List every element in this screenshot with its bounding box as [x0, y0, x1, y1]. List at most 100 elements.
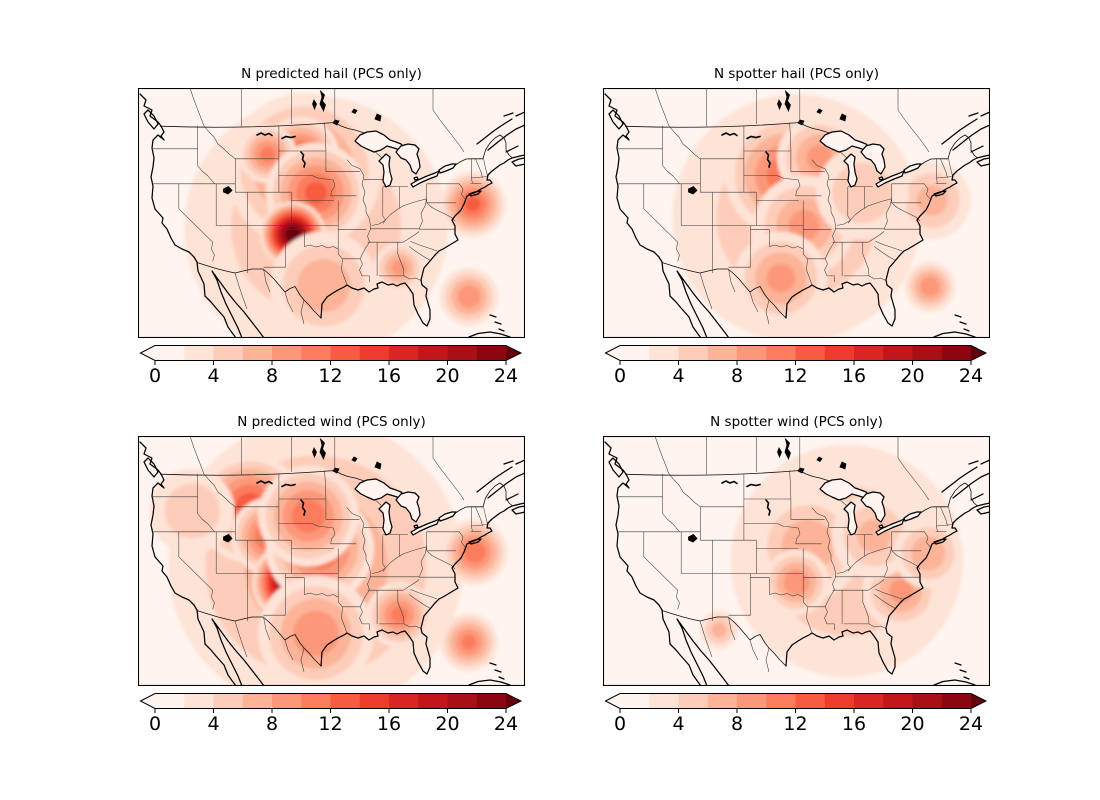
colorbar-band: [620, 693, 650, 709]
colorbar-tick-label: 4: [672, 713, 684, 735]
heat-blobs: [672, 94, 971, 338]
heat-blobs: [149, 436, 508, 686]
colorbar-tick-label: 0: [149, 365, 161, 387]
colorbar-band: [272, 345, 302, 361]
panel-title-predicted-wind: N predicted wind (PCS only): [237, 414, 426, 430]
colorbar-band: [795, 693, 826, 709]
colorbar-band: [359, 693, 390, 709]
panel-title-spotter-wind: N spotter wind (PCS only): [710, 414, 883, 430]
colorbar-under-arrow: [140, 345, 155, 361]
colorbar-tick-label: 24: [494, 365, 518, 387]
map-predicted-wind: [138, 436, 525, 686]
colorbar-band: [330, 345, 361, 361]
colorbar-tick-label: 20: [900, 713, 924, 735]
colorbar-band: [854, 345, 884, 361]
colorbar-tick-label: 4: [207, 365, 219, 387]
colorbar-tick-label: 8: [266, 365, 278, 387]
colorbar-tick-label: 20: [435, 713, 459, 735]
colorbar-band: [737, 693, 767, 709]
colorbar-tick-label: 0: [614, 713, 626, 735]
colorbar-tick-label: 12: [783, 713, 807, 735]
colorbar-band: [941, 345, 972, 361]
colorbar-band: [447, 345, 478, 361]
colorbar-band: [330, 693, 361, 709]
colorbar-tick-label: 24: [959, 365, 983, 387]
colorbar-over-arrow: [971, 693, 986, 709]
colorbar-band: [795, 345, 826, 361]
colorbar-under-arrow: [140, 693, 155, 709]
colorbar-band: [737, 345, 767, 361]
colorbar-band: [678, 345, 709, 361]
colorbar-tick-label: 8: [266, 713, 278, 735]
colorbar-band: [476, 345, 507, 361]
colorbar-band: [883, 345, 913, 361]
colorbar-band: [824, 345, 855, 361]
colorbar-band: [301, 345, 331, 361]
colorbar-tick-label: 20: [435, 365, 459, 387]
colorbar-band: [242, 345, 273, 361]
colorbar-band: [389, 345, 419, 361]
colorbar-band: [213, 345, 244, 361]
panel-title-spotter-hail: N spotter hail (PCS only): [713, 66, 880, 82]
colorbar-band: [213, 693, 244, 709]
colorbar-predicted-wind: 0 4 8 12 16 20 24: [139, 693, 523, 735]
colorbar-band: [912, 693, 943, 709]
map-spotter-wind: [603, 436, 990, 686]
colorbar-tick-label: 12: [318, 365, 342, 387]
colorbar-tick-label: 8: [731, 365, 743, 387]
colorbar-band: [184, 693, 214, 709]
colorbar-band: [301, 693, 331, 709]
colorbar-band: [678, 693, 709, 709]
colorbar-under-arrow: [605, 345, 620, 361]
colorbar-tick-label: 16: [842, 713, 866, 735]
heat-blobs: [184, 93, 506, 338]
colorbar-band: [389, 693, 419, 709]
colorbar-over-arrow: [506, 693, 521, 709]
colorbar-tick-label: 4: [672, 365, 684, 387]
colorbar-tick-label: 4: [207, 713, 219, 735]
colorbar-tick-label: 0: [149, 713, 161, 735]
colorbar-tick-label: 24: [494, 713, 518, 735]
map-predicted-hail: [138, 88, 525, 338]
colorbar-tick-label: 16: [842, 365, 866, 387]
colorbar-over-arrow: [506, 345, 521, 361]
map-spotter-hail: [603, 88, 990, 338]
colorbar-predicted-hail: 0 4 8 12 16 20 24: [139, 345, 523, 387]
colorbar-tick-label: 8: [731, 713, 743, 735]
colorbar-band: [854, 693, 884, 709]
colorbar-under-arrow: [605, 693, 620, 709]
colorbar-band: [418, 345, 448, 361]
colorbar-band: [359, 345, 390, 361]
colorbar-tick-label: 0: [614, 365, 626, 387]
colorbar-tick-label: 12: [318, 713, 342, 735]
colorbar-band: [941, 693, 972, 709]
colorbar-tick-label: 16: [377, 365, 401, 387]
colorbar-over-arrow: [971, 345, 986, 361]
colorbar-spotter-hail: 0 4 8 12 16 20 24: [604, 345, 988, 387]
colorbar-band: [766, 345, 796, 361]
panel-title-predicted-hail: N predicted hail (PCS only): [241, 66, 422, 82]
colorbar-band: [824, 693, 855, 709]
colorbar-band: [184, 345, 214, 361]
colorbar-band: [242, 693, 273, 709]
colorbar-tick-label: 24: [959, 713, 983, 735]
colorbar-band: [418, 693, 448, 709]
colorbar-tick-label: 12: [783, 365, 807, 387]
colorbar-band: [476, 693, 507, 709]
colorbar-band: [883, 693, 913, 709]
colorbar-band: [447, 693, 478, 709]
colorbar-band: [766, 693, 796, 709]
colorbar-band: [649, 345, 679, 361]
colorbar-band: [707, 345, 738, 361]
colorbar-band: [155, 693, 185, 709]
colorbar-band: [707, 693, 738, 709]
colorbar-band: [912, 345, 943, 361]
colorbar-tick-label: 16: [377, 713, 401, 735]
colorbar-band: [155, 345, 185, 361]
colorbar-band: [649, 693, 679, 709]
heat-blobs: [699, 444, 963, 678]
colorbar-band: [620, 345, 650, 361]
colorbar-tick-label: 20: [900, 365, 924, 387]
colorbar-spotter-wind: 0 4 8 12 16 20 24: [604, 693, 988, 735]
